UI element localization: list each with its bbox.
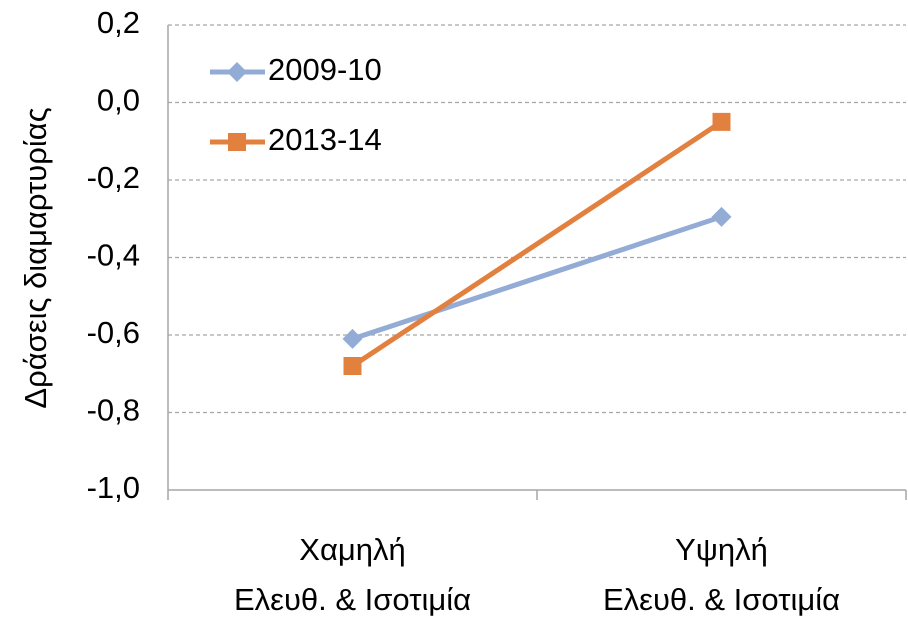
series-line	[351, 119, 723, 369]
legend-label: 2009-10	[268, 52, 382, 87]
legend-marker	[227, 62, 247, 82]
y-tick-label: 0,2	[97, 5, 140, 40]
x-tick-label: Υψηλή	[675, 532, 768, 567]
data-point	[711, 206, 732, 227]
legend-marker	[228, 133, 246, 151]
y-axis-label: Δράσεις διαμαρτυρίας	[18, 107, 53, 408]
y-tick-label: -0,2	[87, 160, 140, 195]
series-line	[351, 214, 723, 342]
data-point	[342, 328, 363, 349]
x-tick-label: Ελευθ. & Ισοτιμία	[234, 582, 471, 617]
x-tick-label: Ελευθ. & Ισοτιμία	[603, 582, 840, 617]
data-point	[712, 112, 731, 131]
x-tick-label: Χαμηλή	[299, 532, 405, 567]
y-tick-label: -1,0	[87, 470, 140, 505]
y-tick-label: -0,8	[87, 393, 140, 428]
legend-label: 2013-14	[268, 122, 382, 157]
y-tick-label: -0,6	[87, 315, 140, 350]
y-tick-label: 0,0	[97, 83, 140, 118]
data-point	[343, 357, 362, 375]
y-tick-label: -0,4	[87, 238, 140, 273]
